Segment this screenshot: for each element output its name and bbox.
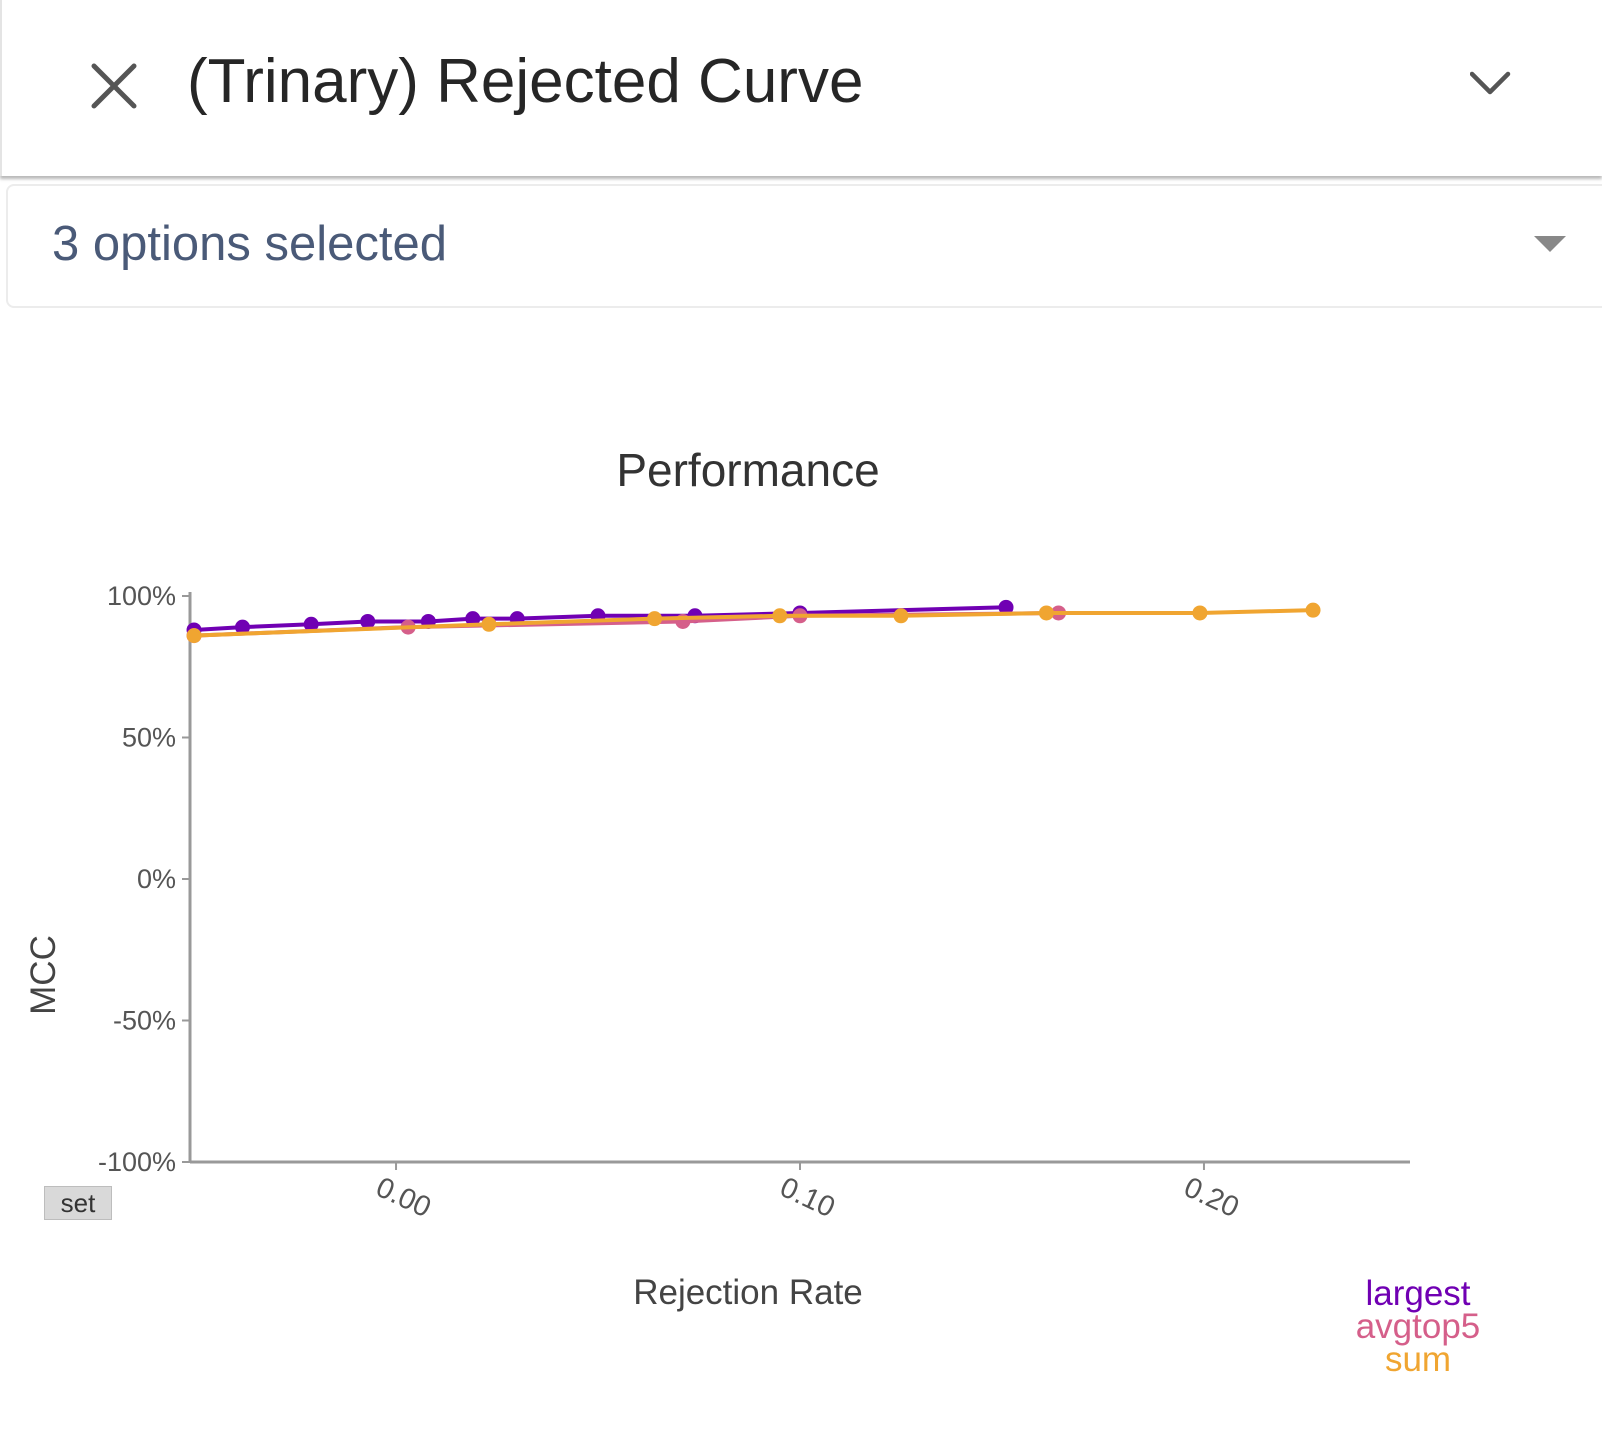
y-tick-label: 50% bbox=[122, 723, 176, 753]
expand-button[interactable] bbox=[1469, 64, 1526, 112]
data-point-largest bbox=[303, 616, 319, 632]
close-button[interactable] bbox=[86, 58, 146, 118]
y-tick-label: 0% bbox=[137, 864, 176, 894]
x-tick-label: 0.10 bbox=[775, 1171, 840, 1224]
data-point-sum bbox=[186, 628, 202, 644]
legend-item-avgtop5: avgtop5 bbox=[1356, 1307, 1481, 1346]
x-tick-label: 0.00 bbox=[371, 1171, 436, 1224]
data-point-sum bbox=[772, 608, 788, 624]
close-icon bbox=[91, 63, 137, 109]
data-point-sum bbox=[1192, 605, 1208, 621]
caret-down-icon bbox=[1534, 236, 1566, 252]
data-point-largest bbox=[998, 599, 1014, 615]
data-point-sum bbox=[1038, 605, 1054, 621]
data-point-sum bbox=[647, 611, 663, 627]
legend-item-largest: largest bbox=[1365, 1274, 1470, 1313]
data-point-sum bbox=[893, 608, 909, 624]
data-point-sum bbox=[1305, 602, 1321, 618]
set-button[interactable]: set bbox=[44, 1186, 112, 1220]
x-axis-label: Rejection Rate bbox=[633, 1273, 863, 1312]
series-line-sum bbox=[193, 608, 1314, 638]
y-tick-label: -50% bbox=[113, 1006, 176, 1036]
panel-header: (Trinary) Rejected Curve bbox=[0, 0, 1602, 176]
chart-title: Performance bbox=[616, 444, 879, 496]
chevron-down-icon bbox=[1469, 71, 1511, 95]
panel-title: (Trinary) Rejected Curve bbox=[187, 47, 864, 116]
data-point-largest bbox=[235, 619, 251, 635]
legend-item-sum: sum bbox=[1385, 1340, 1451, 1379]
options-select-value: 3 options selected bbox=[52, 217, 447, 271]
data-point-sum bbox=[481, 616, 497, 632]
y-tick-label: 100% bbox=[107, 581, 176, 611]
series-sum bbox=[186, 602, 1321, 644]
y-tick-label: -100% bbox=[98, 1147, 176, 1177]
options-select[interactable]: 3 options selected bbox=[6, 184, 1602, 308]
x-tick-label: 0.20 bbox=[1179, 1171, 1244, 1224]
y-axis-label: MCC bbox=[24, 935, 63, 1015]
performance-chart: Performance 100% 50% 0% -50% -100% 0.00 0.10 0.… bbox=[24, 444, 1481, 1379]
data-point-largest bbox=[465, 611, 481, 627]
data-point-largest bbox=[360, 613, 376, 629]
